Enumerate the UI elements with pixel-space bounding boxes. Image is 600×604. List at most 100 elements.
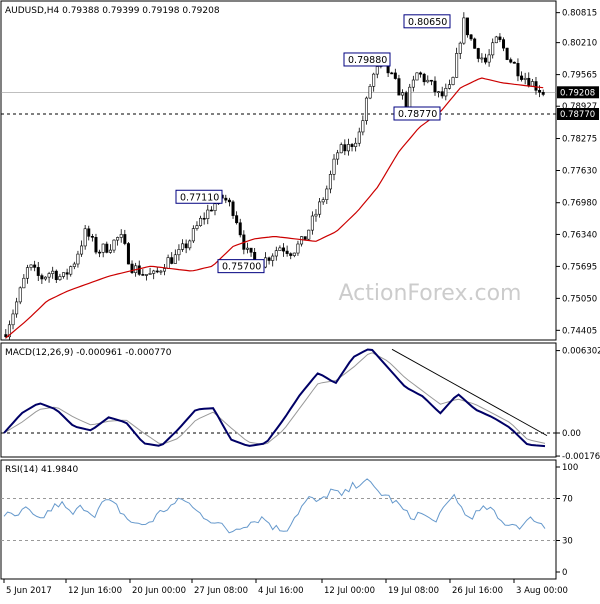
candle-body — [404, 92, 408, 108]
candle-body — [447, 84, 451, 89]
dashed-level-tag-bg — [557, 108, 599, 120]
candle-body — [368, 86, 372, 99]
price-annotation-label: 0.78770 — [398, 109, 437, 120]
candle-body — [437, 91, 441, 93]
rsi-line — [3, 478, 546, 534]
candle-body — [58, 276, 62, 280]
macd-signal-line — [3, 352, 546, 445]
price-y-tick-label: 0.78927 — [562, 102, 597, 112]
candle-body — [469, 34, 473, 40]
candle-body — [191, 228, 195, 242]
price-annotation-box — [217, 259, 265, 274]
price-annotation-label: 0.80650 — [408, 17, 447, 28]
price-annotation-box — [403, 14, 451, 29]
x-tick-label: 4 Jul 16:00 — [258, 586, 304, 596]
candle-body — [354, 142, 358, 147]
candle-body — [498, 36, 502, 40]
price-annotation-label: 0.79880 — [348, 55, 387, 66]
price-panel-title: AUDUSD,H4 0.79388 0.79399 0.79198 0.7920… — [5, 6, 220, 16]
candle-body — [33, 264, 37, 268]
candle-body — [415, 72, 419, 81]
candle-body — [393, 72, 397, 79]
candle-body — [411, 79, 415, 88]
candle-body — [69, 266, 73, 275]
candle-body — [516, 63, 520, 77]
rsi-y-tick-label: 100 — [562, 463, 578, 473]
candle-body — [144, 274, 148, 276]
candle-body — [238, 222, 242, 236]
candle-body — [397, 78, 401, 96]
candle-body — [83, 228, 87, 247]
x-tick-label: 20 Jun 00:00 — [132, 586, 186, 596]
candle-body — [181, 243, 185, 250]
candle-body — [90, 236, 94, 238]
price-y-tick-label: 0.77630 — [562, 167, 597, 177]
x-tick-label: 12 Jun 16:00 — [68, 586, 122, 596]
candle-body — [94, 237, 98, 253]
rsi-y-tick-label: 30 — [562, 537, 573, 547]
candle-body — [350, 144, 354, 147]
candle-body — [80, 245, 84, 255]
candle-body — [292, 252, 296, 256]
candle-body — [76, 253, 80, 265]
price-y-tick-label: 0.75695 — [562, 262, 597, 272]
candle-body — [267, 257, 271, 261]
rsi-panel-frame — [0, 459, 557, 580]
price-y-tick-label: 0.78275 — [562, 135, 597, 145]
x-tick-label: 3 Aug 00:00 — [516, 586, 568, 596]
candle-body — [307, 229, 311, 240]
candle-body — [303, 236, 307, 240]
x-tick-label: 26 Jul 16:00 — [452, 586, 503, 596]
candle-body — [72, 263, 76, 267]
price-annotation-box — [393, 106, 441, 121]
candle-body — [130, 263, 134, 273]
candle-body — [426, 79, 430, 83]
candle-body — [538, 90, 542, 93]
candle-body — [87, 228, 91, 237]
candle-body — [101, 243, 105, 253]
candle-body — [332, 158, 336, 175]
candle-body — [444, 88, 448, 97]
candle-body — [271, 255, 275, 261]
candle-body — [65, 272, 69, 275]
candle-body — [527, 77, 531, 87]
candle-body — [213, 203, 217, 212]
candle-body — [7, 324, 11, 338]
candle-body — [314, 213, 318, 217]
x-tick-label: 27 Jun 08:00 — [194, 586, 248, 596]
candle-body — [372, 73, 376, 87]
candle-body — [231, 201, 235, 216]
candle-body — [162, 268, 166, 272]
candle-body — [116, 237, 120, 241]
candle-body — [296, 243, 300, 254]
candle-body — [512, 61, 516, 64]
candle-body — [249, 247, 253, 253]
candle-body — [173, 254, 177, 264]
candle-body — [177, 249, 181, 256]
candle-body — [119, 234, 123, 238]
candle-body — [310, 215, 314, 231]
rsi-panel-title: RSI(14) 41.9840 — [5, 465, 78, 475]
macd-y-tick-label: 0.006302 — [562, 347, 600, 357]
candle-body — [25, 267, 29, 279]
candle-body — [451, 77, 455, 85]
x-tick-label: 12 Jul 00:00 — [324, 586, 375, 596]
candle-body — [487, 54, 491, 63]
price-annotation-label: 0.75700 — [222, 262, 261, 273]
candle-body — [47, 273, 51, 278]
candle-body — [465, 17, 469, 36]
candle-body — [289, 253, 293, 256]
last-price-tag: 0.79208 — [560, 88, 595, 98]
candle-body — [480, 57, 484, 60]
candle-body — [11, 313, 15, 326]
price-y-tick-label: 0.79565 — [562, 71, 597, 81]
candle-body — [62, 272, 66, 277]
candle-body — [408, 86, 412, 108]
candle-body — [141, 274, 145, 276]
candle-body — [483, 57, 487, 63]
candle-body — [336, 152, 340, 160]
candle-body — [263, 257, 267, 268]
candle-body — [155, 270, 159, 273]
last-price-tag-bg — [557, 86, 599, 99]
